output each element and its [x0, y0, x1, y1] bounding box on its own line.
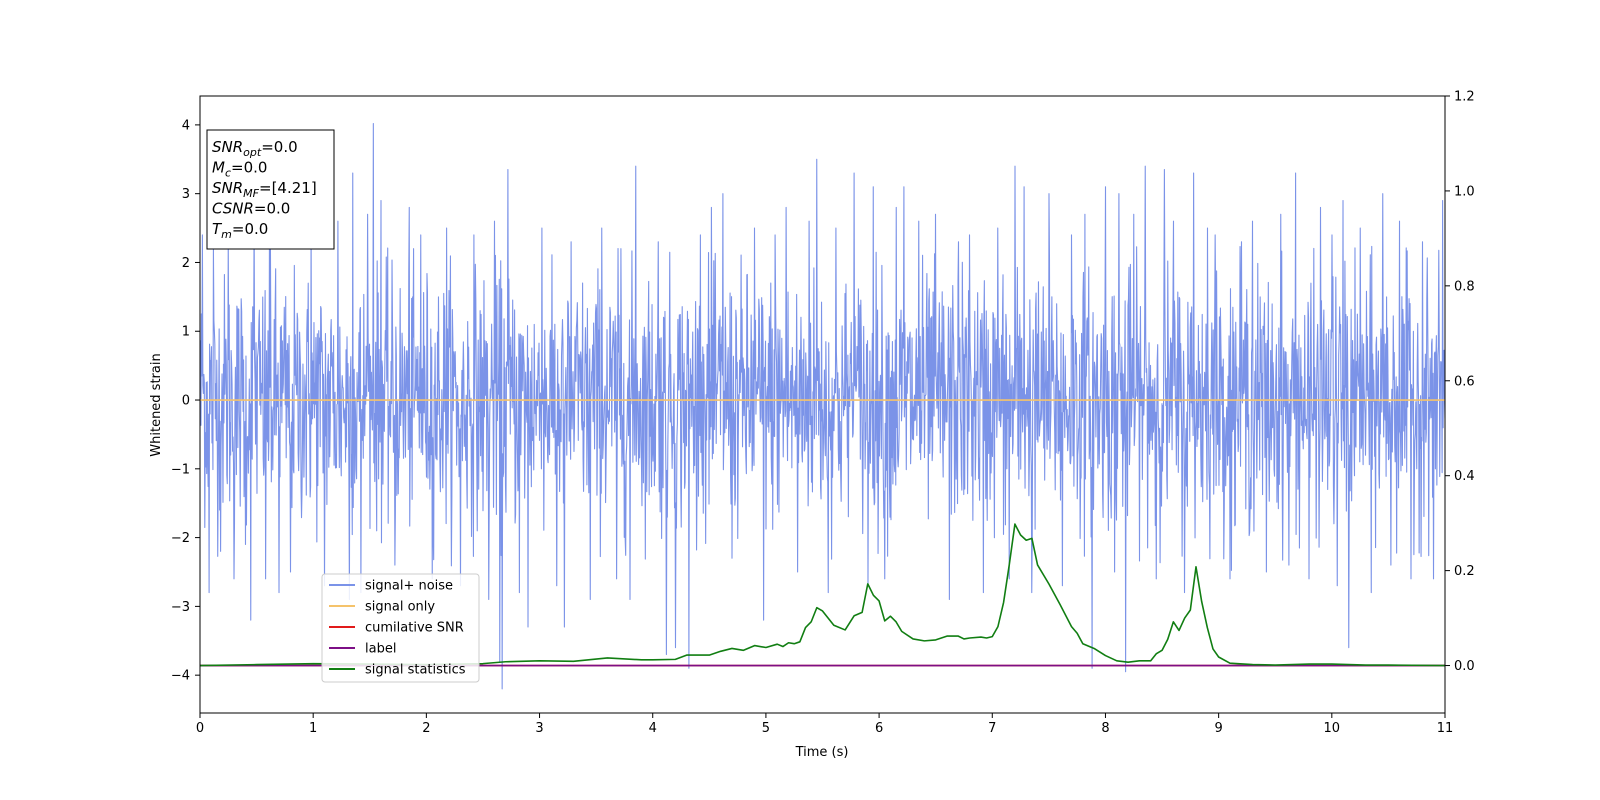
legend-label: cumilative SNR — [365, 621, 464, 636]
legend-frame — [321, 573, 480, 683]
y2-tick-label: 0.4 — [1454, 469, 1475, 484]
info-line: CSNR=0.0 — [212, 200, 290, 218]
series-line-4 — [200, 523, 1445, 667]
x-tick-label: 8 — [1101, 721, 1109, 736]
y-tick-label: −3 — [171, 600, 190, 615]
info-line: Mc=0.0 — [212, 159, 267, 180]
info-line: Tm=0.0 — [212, 220, 268, 241]
legend-items: signal+ noise signal only cumilative SNR la… — [329, 579, 466, 678]
y-axis-right: 1.2 1.0 0.8 0.6 0.4 0.2 0.0 — [1445, 90, 1475, 674]
y-tick-label: −4 — [171, 669, 190, 684]
x-tick-label: 10 — [1324, 721, 1341, 736]
legend-label: signal only — [365, 600, 435, 615]
y2-tick-label: 1.0 — [1454, 184, 1475, 199]
x-tick-label: 3 — [535, 721, 543, 736]
x-tick-label: 2 — [422, 721, 430, 736]
y-axis-label: Whitened strain — [149, 353, 164, 456]
legend-label: label — [365, 642, 396, 657]
y-tick-label: 4 — [182, 118, 190, 133]
y2-tick-label: 0.6 — [1454, 374, 1475, 389]
y2-tick-label: 0.0 — [1454, 659, 1475, 674]
x-tick-label: 7 — [988, 721, 996, 736]
x-axis-label: Time (s) — [795, 745, 849, 760]
info-line: SNRMF=[4.21] — [212, 179, 317, 200]
legend: signal+ noise signal only cumilative SNR la… — [321, 573, 480, 683]
legend-label: signal+ noise — [365, 579, 453, 594]
legend-label: signal statistics — [365, 663, 466, 678]
info-line: SNRopt=0.0 — [212, 138, 298, 159]
x-tick-label: 1 — [309, 721, 317, 736]
y-tick-label: −2 — [171, 531, 190, 546]
axes-frame — [199, 95, 1446, 714]
y2-tick-label: 0.2 — [1454, 564, 1475, 579]
y-tick-label: 0 — [182, 394, 190, 409]
y-axis-left: 4 3 2 1 0 −1 −2 −3 −4 — [171, 118, 200, 684]
x-tick-label: 0 — [196, 721, 204, 736]
x-tick-label: 4 — [649, 721, 657, 736]
y2-tick-label: 1.2 — [1454, 90, 1475, 105]
x-tick-label: 5 — [762, 721, 770, 736]
y2-tick-label: 0.8 — [1454, 279, 1475, 294]
x-tick-label: 6 — [875, 721, 883, 736]
y-tick-label: 1 — [182, 325, 190, 340]
x-tick-label: 11 — [1437, 721, 1454, 736]
info-box-frame — [206, 129, 335, 250]
y-tick-label: 3 — [182, 187, 190, 202]
series-line-0 — [200, 122, 1445, 690]
x-axis: 0 1 2 3 4 5 6 7 8 9 10 11 — [196, 713, 1453, 736]
y-tick-label: −1 — [171, 462, 190, 477]
x-tick-label: 9 — [1214, 721, 1222, 736]
y-tick-label: 2 — [182, 256, 190, 271]
